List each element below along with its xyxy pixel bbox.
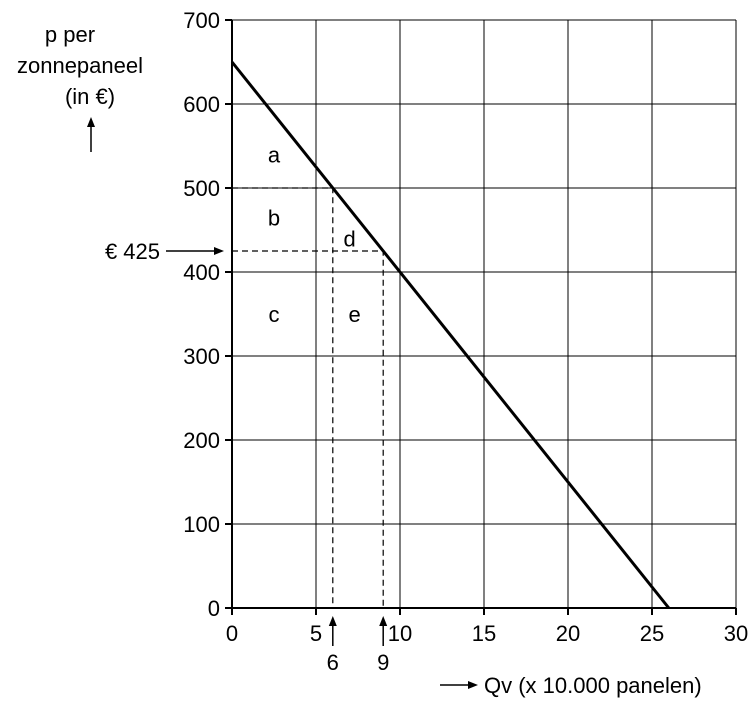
region-label-c: c <box>269 302 280 327</box>
quantity-marker-label: 9 <box>377 650 389 675</box>
price-marker-label: € 425 <box>105 239 160 264</box>
grid <box>232 19 737 608</box>
region-label-d: d <box>343 226 355 251</box>
y-tick-label: 200 <box>183 428 220 453</box>
y-tick-label: 600 <box>183 92 220 117</box>
x-axis-title-arrow <box>440 681 478 689</box>
y-axis-title-line-2: zonnepaneel <box>17 53 143 78</box>
region-label-e: e <box>349 302 361 327</box>
y-axis-title-arrow <box>87 117 95 152</box>
x-tick-label: 20 <box>556 621 580 646</box>
labels: p per zonnepaneel (in €) Qv (x 10.000 pa… <box>17 22 702 698</box>
quantity-marker-arrowhead <box>328 616 337 626</box>
price-marker-arrowhead <box>214 247 224 255</box>
reference-lines <box>232 187 384 608</box>
x-axis-title: Qv (x 10.000 panelen) <box>484 673 702 698</box>
x-tick-label: 30 <box>724 621 748 646</box>
y-tick-label: 400 <box>183 260 220 285</box>
x-tick-label: 15 <box>472 621 496 646</box>
region-label-a: a <box>268 142 281 167</box>
y-axis-title-line-1: p per <box>45 22 95 47</box>
demand-line <box>230 61 670 609</box>
quantity-marker-label: 6 <box>327 650 339 675</box>
x-tick-label: 5 <box>310 621 322 646</box>
y-tick-label: 100 <box>183 512 220 537</box>
series-layer <box>230 61 670 609</box>
y-tick-label: 0 <box>208 596 220 621</box>
x-tick-label: 10 <box>388 621 412 646</box>
y-tick-label: 500 <box>183 176 220 201</box>
x-tick-label: 25 <box>640 621 664 646</box>
region-label-b: b <box>268 205 280 230</box>
y-tick-label: 700 <box>183 8 220 33</box>
x-tick-label: 0 <box>226 621 238 646</box>
quantity-marker-arrowhead <box>379 616 388 626</box>
y-tick-label: 300 <box>183 344 220 369</box>
y-axis-title-line-3: (in €) <box>65 84 115 109</box>
